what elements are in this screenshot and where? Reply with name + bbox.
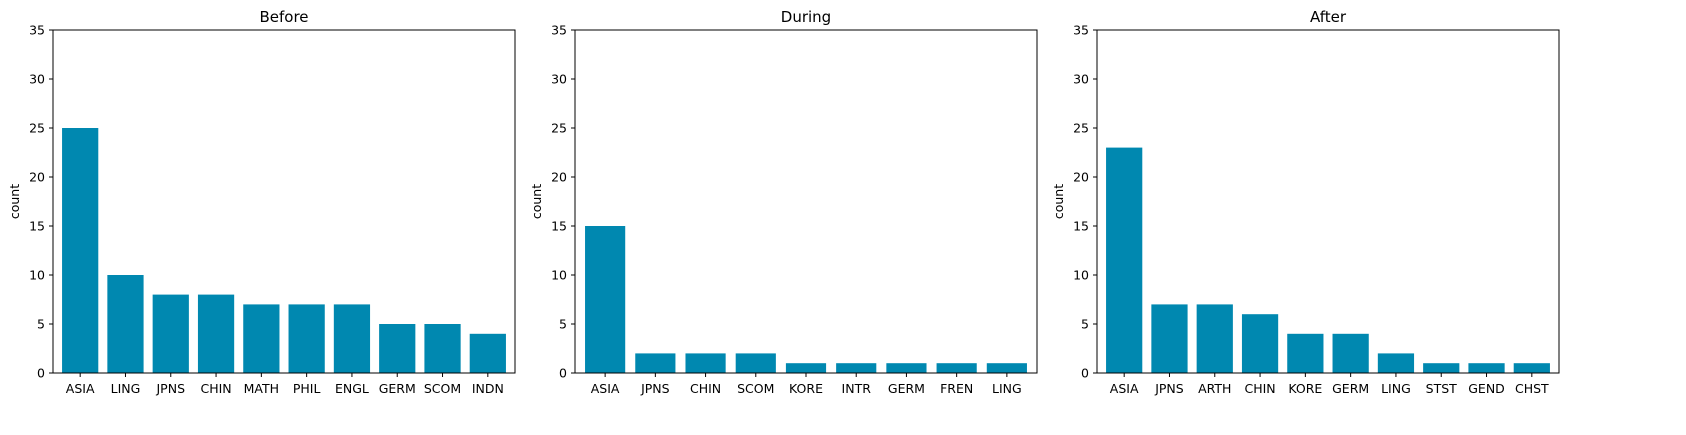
x-tick-label: CHST xyxy=(1515,381,1549,396)
x-tick-label: GEND xyxy=(1468,381,1505,396)
y-tick-label: 5 xyxy=(1081,317,1089,332)
x-tick-label: CHIN xyxy=(1244,381,1275,396)
bar-jpns xyxy=(635,353,676,373)
x-tick-label: GERM xyxy=(379,381,416,396)
bar-kore xyxy=(785,363,827,373)
x-tick-label: INDN xyxy=(472,381,504,396)
bar-jpns xyxy=(1151,304,1188,373)
x-tick-label: GERM xyxy=(888,381,925,396)
x-tick-label: KORE xyxy=(1288,381,1322,396)
chart-panel-after: After count 0 5 10 15 20 25 30 35 ASIA JPNS ARTH CH… xyxy=(1051,8,1560,396)
axes-frame xyxy=(574,29,1038,374)
x-tick-label: FREN xyxy=(940,381,973,396)
y-tick-label: 15 xyxy=(551,219,567,234)
y-tick-label: 25 xyxy=(1073,121,1089,136)
bar-chst xyxy=(1513,363,1550,373)
chart-panel-before: Before count 0 5 10 15 20 25 30 35 ASIA LING JPNS C… xyxy=(7,8,516,396)
bar-phil xyxy=(288,304,325,373)
bar-ling xyxy=(986,363,1027,373)
chart-title: Before xyxy=(259,8,308,26)
bar-asia xyxy=(62,128,99,373)
x-tick-label: ENGL xyxy=(335,381,369,396)
x-tick-label: LING xyxy=(111,381,141,396)
bar-ling xyxy=(107,275,144,373)
y-tick-label: 15 xyxy=(1073,219,1089,234)
x-tick-label: KORE xyxy=(789,381,823,396)
bar-chin xyxy=(685,353,726,373)
y-tick-label: 0 xyxy=(559,366,567,381)
x-tick-label: SCOM xyxy=(737,381,774,396)
y-axis-label: count xyxy=(1051,184,1066,219)
bar-intr xyxy=(836,363,877,373)
x-tick-label: ASIA xyxy=(66,381,95,396)
y-tick-label: 15 xyxy=(29,219,45,234)
y-tick-label: 30 xyxy=(551,72,567,87)
y-tick-label: 0 xyxy=(1081,366,1089,381)
x-tick-label: ASIA xyxy=(1110,381,1139,396)
bar-stst xyxy=(1423,363,1460,373)
bar-jpns xyxy=(152,294,189,373)
y-axis-label: count xyxy=(529,184,544,219)
bar-chin xyxy=(197,294,235,373)
bar-asia xyxy=(585,226,626,373)
y-tick-label: 5 xyxy=(37,317,45,332)
bar-fren xyxy=(936,363,977,373)
y-tick-label: 10 xyxy=(551,268,567,283)
x-tick-label: ARTH xyxy=(1198,381,1231,396)
bar-germ xyxy=(379,324,416,373)
x-tick-label: SCOM xyxy=(424,381,461,396)
chart-title: After xyxy=(1310,8,1347,26)
bar-indn xyxy=(469,333,506,373)
x-tick-label: CHIN xyxy=(690,381,721,396)
x-tick-label: CHIN xyxy=(200,381,231,396)
bar-ling xyxy=(1377,353,1415,373)
axes-frame xyxy=(52,29,516,374)
bar-germ xyxy=(1332,333,1369,373)
y-tick-label: 20 xyxy=(551,170,567,185)
bar-arth xyxy=(1196,304,1233,373)
y-tick-label: 20 xyxy=(1073,170,1089,185)
x-tick-label: PHIL xyxy=(293,381,321,396)
y-tick-label: 30 xyxy=(1073,72,1089,87)
y-tick-label: 35 xyxy=(1073,23,1089,38)
bar-scom xyxy=(424,324,461,373)
x-tick-label: JPNS xyxy=(1154,381,1184,396)
y-axis-label: count xyxy=(7,184,22,219)
x-tick-label: MATH xyxy=(244,381,279,396)
y-tick-label: 0 xyxy=(37,366,45,381)
y-tick-label: 10 xyxy=(29,268,45,283)
bar-scom xyxy=(735,353,776,373)
bar-asia xyxy=(1106,147,1143,373)
y-tick-label: 35 xyxy=(551,23,567,38)
x-tick-label: LING xyxy=(992,381,1022,396)
y-tick-label: 20 xyxy=(29,170,45,185)
y-tick-label: 25 xyxy=(29,121,45,136)
bar-math xyxy=(243,304,280,373)
bar-chin xyxy=(1241,314,1279,373)
x-tick-label: LING xyxy=(1381,381,1411,396)
y-tick-label: 35 xyxy=(29,23,45,38)
y-tick-label: 10 xyxy=(1073,268,1089,283)
axes-frame xyxy=(1096,29,1560,374)
x-tick-label: STST xyxy=(1426,381,1458,396)
y-tick-label: 25 xyxy=(551,121,567,136)
y-tick-label: 5 xyxy=(559,317,567,332)
bar-kore xyxy=(1287,333,1324,373)
bar-germ xyxy=(886,363,927,373)
x-tick-label: INTR xyxy=(842,381,872,396)
chart-title: During xyxy=(781,8,831,26)
bar-engl xyxy=(333,304,371,373)
bar-gend xyxy=(1468,363,1505,373)
y-tick-label: 30 xyxy=(29,72,45,87)
x-tick-label: ASIA xyxy=(591,381,620,396)
x-tick-label: JPNS xyxy=(156,381,186,396)
x-tick-label: JPNS xyxy=(640,381,670,396)
chart-panel-during: During count 0 5 10 15 20 25 30 35 ASIA JPNS CHIN S… xyxy=(529,8,1038,396)
x-tick-label: GERM xyxy=(1332,381,1369,396)
